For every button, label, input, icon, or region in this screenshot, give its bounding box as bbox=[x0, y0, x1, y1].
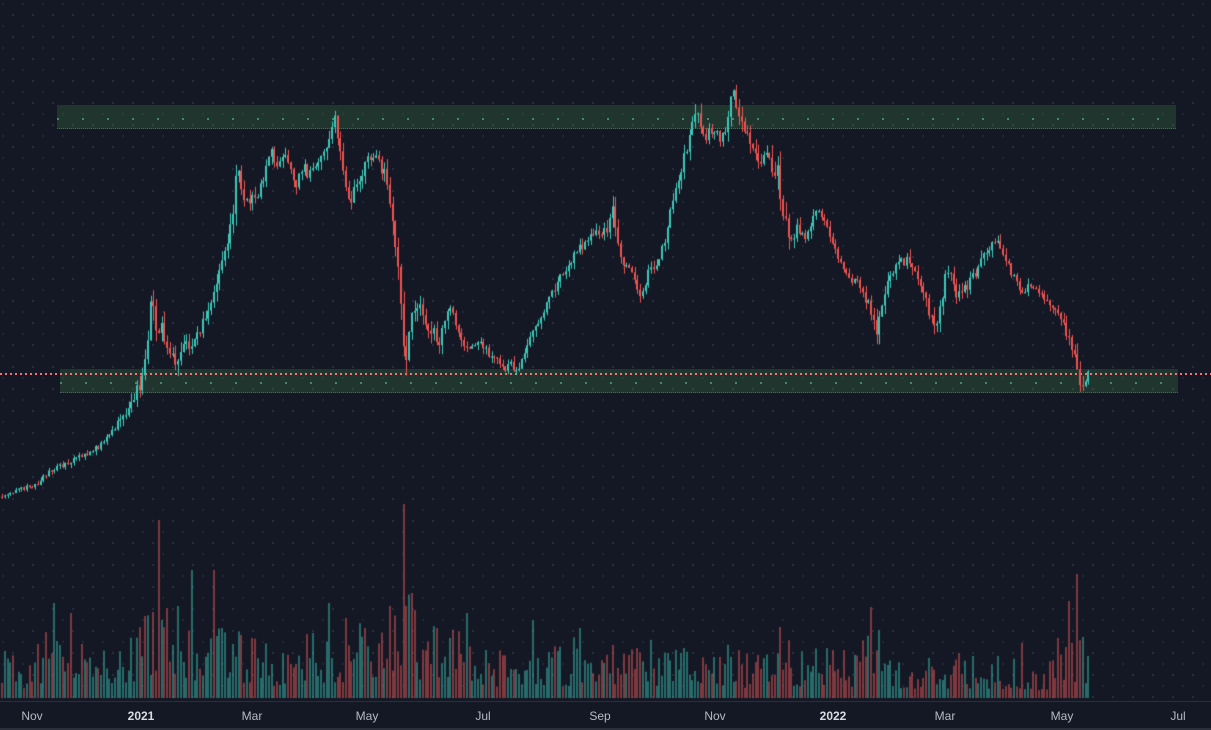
price-volume-canvas[interactable] bbox=[0, 0, 1211, 701]
time-axis-label: Jul bbox=[475, 709, 491, 723]
time-axis-label: 2022 bbox=[819, 709, 847, 723]
time-axis[interactable]: Nov 2021 Mar May Jul Sep Nov 2022 Mar May Jul bbox=[0, 701, 1211, 730]
time-axis-label: Mar bbox=[934, 709, 956, 723]
time-axis-label: 2021 bbox=[127, 709, 155, 723]
time-axis-label: Mar bbox=[241, 709, 263, 723]
time-axis-label: May bbox=[355, 709, 379, 723]
candlestick-chart[interactable] bbox=[0, 0, 1211, 701]
time-axis-label: Sep bbox=[589, 709, 611, 723]
time-axis-label: Nov bbox=[21, 709, 43, 723]
time-axis-label: Jul bbox=[1170, 709, 1186, 723]
time-axis-label: May bbox=[1050, 709, 1074, 723]
time-axis-label: Nov bbox=[704, 709, 726, 723]
